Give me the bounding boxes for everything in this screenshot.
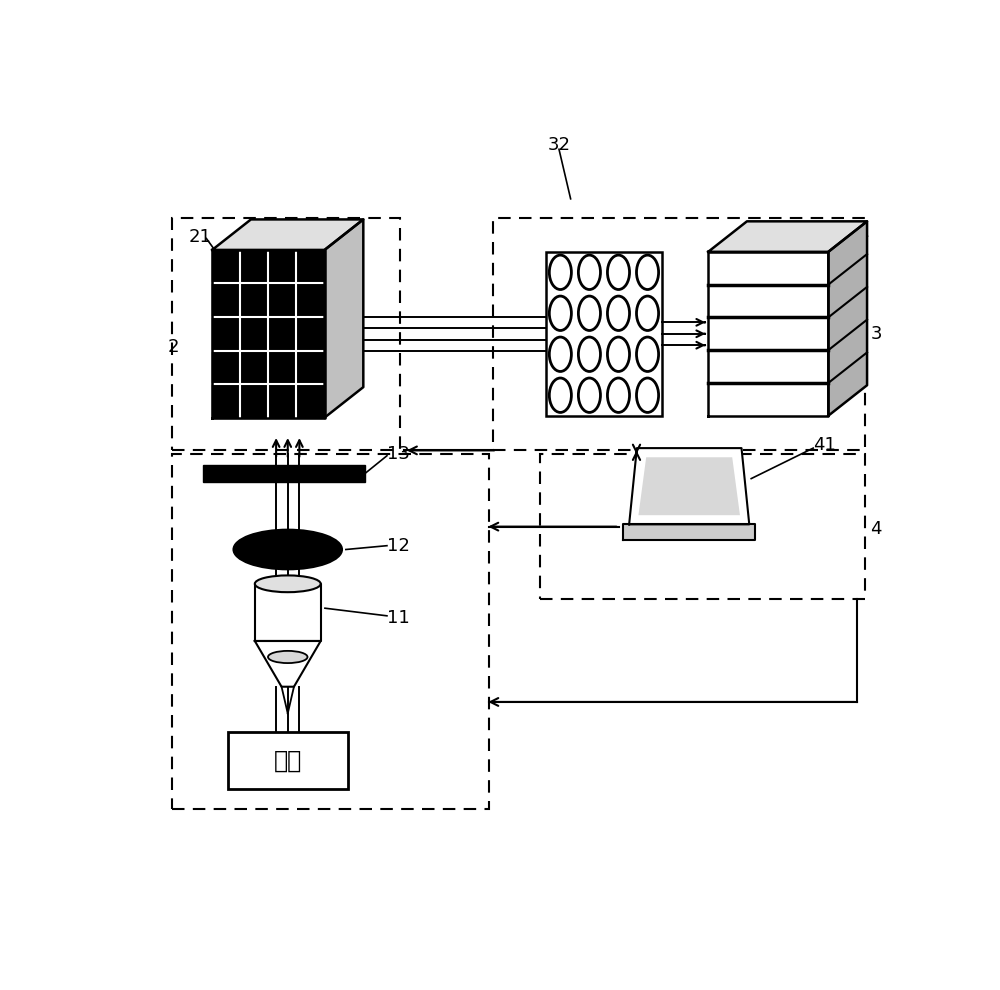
Ellipse shape bbox=[607, 296, 630, 331]
Text: 41: 41 bbox=[813, 436, 836, 454]
Text: 2: 2 bbox=[168, 339, 179, 356]
Polygon shape bbox=[255, 584, 321, 641]
Polygon shape bbox=[228, 732, 348, 789]
Ellipse shape bbox=[578, 255, 600, 289]
Ellipse shape bbox=[255, 575, 321, 592]
Text: 12: 12 bbox=[387, 537, 410, 554]
Ellipse shape bbox=[549, 378, 571, 413]
Ellipse shape bbox=[607, 255, 630, 289]
Ellipse shape bbox=[637, 378, 659, 413]
Polygon shape bbox=[708, 251, 828, 416]
Polygon shape bbox=[325, 220, 363, 418]
Polygon shape bbox=[546, 251, 662, 416]
Polygon shape bbox=[629, 448, 749, 525]
Text: 样本: 样本 bbox=[274, 748, 302, 772]
Text: 4: 4 bbox=[871, 520, 882, 538]
Polygon shape bbox=[828, 222, 867, 416]
Polygon shape bbox=[202, 465, 365, 482]
Polygon shape bbox=[623, 525, 755, 540]
Polygon shape bbox=[708, 222, 867, 251]
Ellipse shape bbox=[234, 530, 342, 569]
Text: 32: 32 bbox=[547, 137, 570, 154]
Text: 11: 11 bbox=[387, 609, 410, 627]
Ellipse shape bbox=[549, 296, 571, 331]
Text: 13: 13 bbox=[387, 446, 410, 463]
Ellipse shape bbox=[637, 255, 659, 289]
Ellipse shape bbox=[578, 296, 600, 331]
Polygon shape bbox=[212, 220, 363, 249]
Ellipse shape bbox=[549, 337, 571, 371]
Polygon shape bbox=[638, 457, 740, 515]
Text: 3: 3 bbox=[871, 325, 882, 343]
Ellipse shape bbox=[607, 378, 630, 413]
Ellipse shape bbox=[637, 337, 659, 371]
Ellipse shape bbox=[578, 378, 600, 413]
Ellipse shape bbox=[268, 650, 308, 663]
Ellipse shape bbox=[549, 255, 571, 289]
Ellipse shape bbox=[607, 337, 630, 371]
Text: 31: 31 bbox=[847, 223, 870, 241]
Ellipse shape bbox=[637, 296, 659, 331]
Ellipse shape bbox=[578, 337, 600, 371]
Polygon shape bbox=[255, 641, 321, 687]
Text: 21: 21 bbox=[189, 228, 211, 246]
Polygon shape bbox=[212, 249, 325, 418]
